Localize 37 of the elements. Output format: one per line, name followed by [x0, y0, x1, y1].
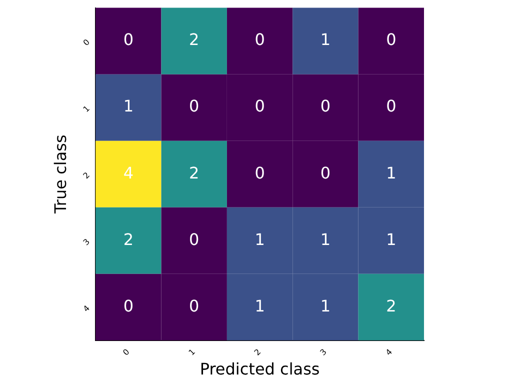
- y-tick-label: 4: [82, 304, 92, 314]
- data-label: 0: [386, 96, 396, 116]
- data-label: 1: [386, 230, 396, 249]
- data-label: 4: [123, 163, 134, 182]
- data-label: 0: [189, 230, 200, 249]
- data-label: 2: [123, 230, 134, 249]
- y-tick-label: 0: [82, 38, 92, 48]
- data-label: 2: [386, 296, 396, 316]
- x-tick-label: 4: [384, 347, 394, 358]
- data-label: 0: [320, 163, 331, 182]
- data-label: 0: [254, 30, 265, 50]
- data-label: 2: [189, 30, 200, 50]
- data-label: 0: [320, 96, 331, 116]
- data-label: 0: [189, 96, 200, 116]
- y-axis-title: True class: [50, 134, 70, 215]
- x-tick-label: 2: [252, 347, 263, 358]
- data-label: 0: [123, 296, 134, 316]
- data-label: 1: [320, 296, 331, 316]
- data-label: 0: [123, 30, 134, 50]
- data-label: 1: [254, 296, 265, 316]
- y-tick-label: 3: [82, 237, 92, 248]
- data-label: 1: [386, 163, 396, 182]
- data-label: 1: [123, 96, 134, 116]
- y-tick-label: 1: [82, 104, 92, 114]
- y-tick-label: 2: [82, 170, 92, 181]
- x-axis-title: Predicted class: [200, 360, 320, 379]
- x-tick-label: 1: [187, 347, 197, 358]
- x-tick-label: 3: [318, 347, 328, 358]
- x-tick-label: 0: [121, 347, 132, 358]
- data-label: 2: [189, 163, 200, 182]
- data-label: 0: [254, 163, 265, 182]
- data-label: 0: [254, 96, 265, 116]
- data-label: 1: [320, 30, 331, 50]
- data-label: 0: [386, 30, 396, 50]
- data-label: 1: [254, 230, 265, 249]
- data-label: 0: [189, 296, 200, 316]
- data-label: 1: [320, 230, 331, 249]
